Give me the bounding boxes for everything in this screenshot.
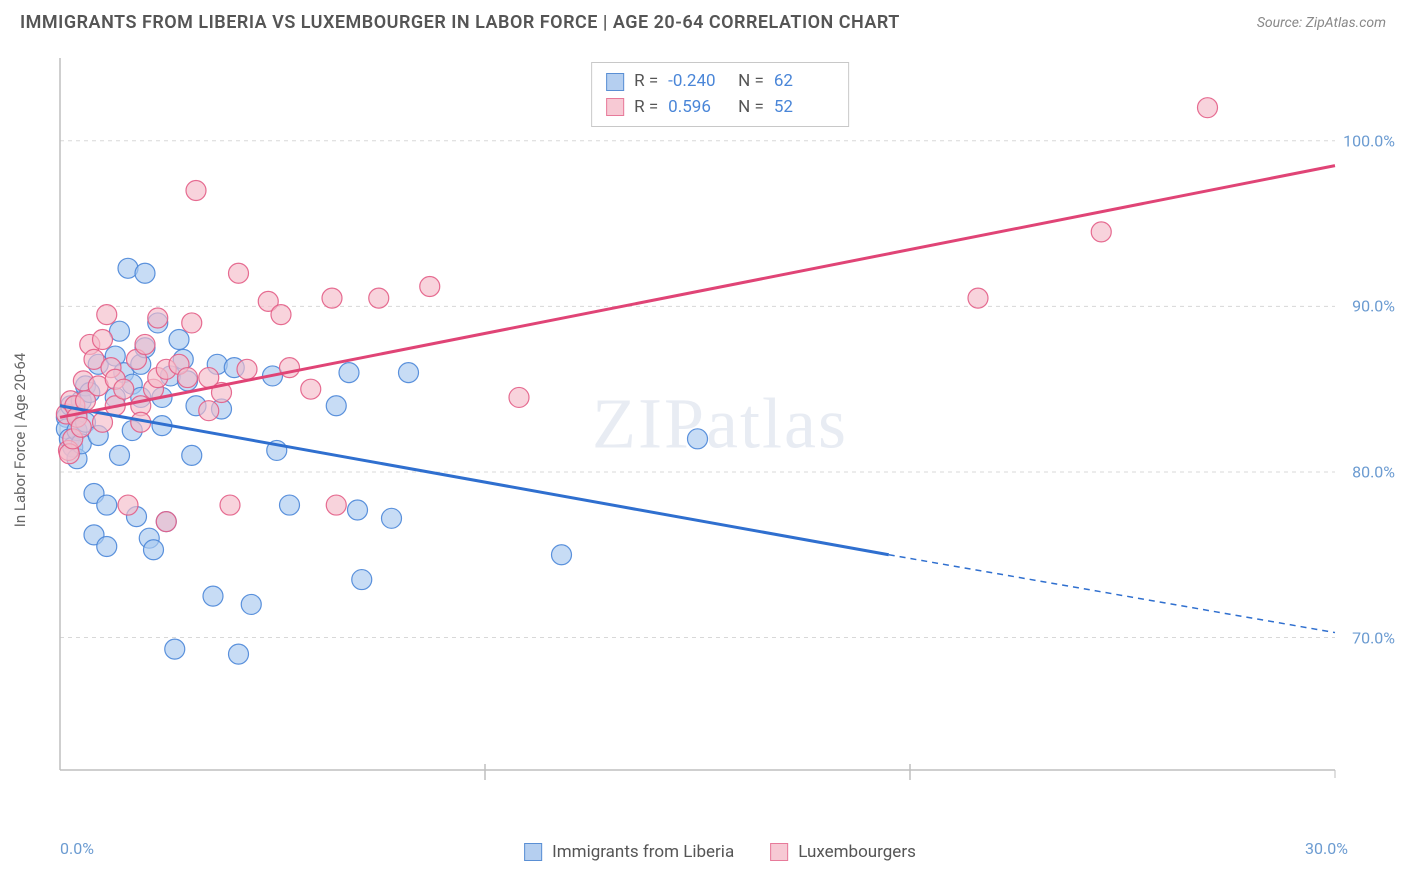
y-tick-label: 70.0% — [1352, 628, 1395, 647]
n-label: N = — [738, 69, 764, 95]
swatch-pink — [606, 98, 624, 116]
swatch-pink — [770, 843, 788, 861]
swatch-blue — [524, 843, 542, 861]
correlation-row-1: R = -0.240 N = 62 — [606, 69, 834, 95]
x-tick-label: 0.0% — [60, 839, 94, 858]
n-label: N = — [738, 95, 764, 121]
x-tick-label: 30.0% — [1305, 839, 1348, 858]
y-tick-label: 80.0% — [1352, 462, 1395, 481]
r-label: R = — [634, 95, 658, 121]
source-attribution: Source: ZipAtlas.com — [1257, 15, 1386, 31]
legend-item-luxembourg: Luxembourgers — [770, 842, 916, 862]
legend-label: Luxembourgers — [798, 842, 916, 862]
correlation-box: R = -0.240 N = 62 R = 0.596 N = 52 — [591, 62, 849, 127]
y-axis-label: In Labor Force | Age 20-64 — [11, 353, 29, 527]
legend-label: Immigrants from Liberia — [552, 842, 734, 862]
chart-title: IMMIGRANTS FROM LIBERIA VS LUXEMBOURGER … — [20, 12, 900, 33]
correlation-row-2: R = 0.596 N = 52 — [606, 95, 834, 121]
y-tick-label: 90.0% — [1352, 297, 1395, 316]
n-value: 52 — [774, 95, 834, 121]
scatter-chart — [50, 50, 1390, 830]
r-value: -0.240 — [668, 69, 728, 95]
chart-container: In Labor Force | Age 20-64 ZIPatlas R = … — [50, 50, 1390, 830]
r-value: 0.596 — [668, 95, 728, 121]
r-label: R = — [634, 69, 658, 95]
swatch-blue — [606, 73, 624, 91]
legend-item-liberia: Immigrants from Liberia — [524, 842, 734, 862]
n-value: 62 — [774, 69, 834, 95]
bottom-legend: Immigrants from Liberia Luxembourgers — [524, 842, 916, 862]
y-tick-label: 100.0% — [1343, 131, 1395, 150]
